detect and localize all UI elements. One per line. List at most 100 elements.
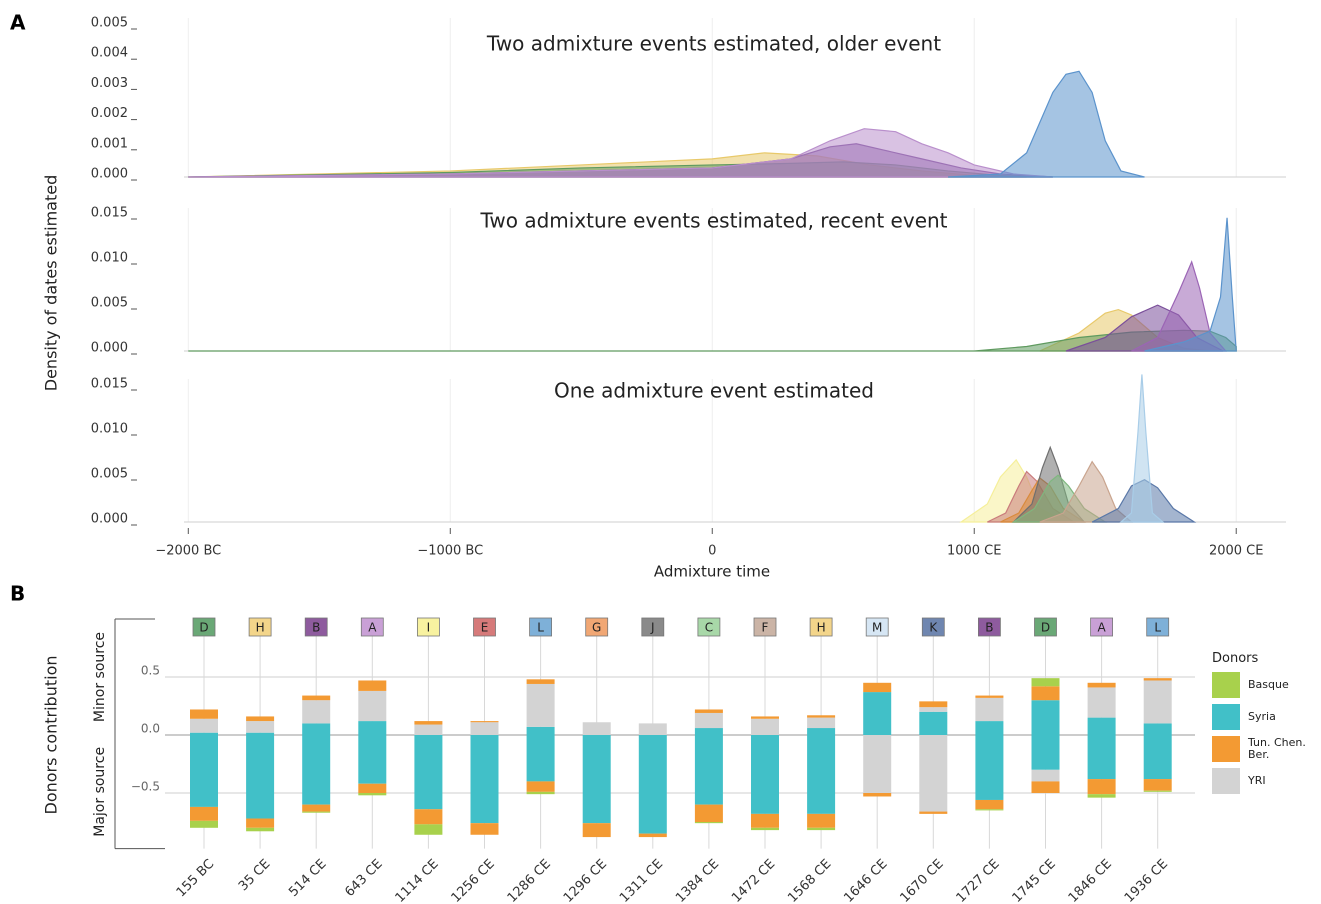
donor-box — [192, 617, 216, 637]
donor-box — [304, 617, 328, 637]
bar-segment — [807, 728, 836, 735]
bar-segment — [414, 721, 443, 725]
panel-label: B — [10, 582, 25, 606]
bar-segment — [526, 791, 555, 795]
bar-segment — [919, 735, 948, 812]
y-tick-label: 0.000 — [91, 167, 128, 182]
donor-label: G — [592, 621, 601, 635]
y-axis-label: Donors contribution — [42, 655, 61, 814]
donor-label: I — [427, 621, 431, 635]
x-axis-label: Admixture time — [654, 563, 770, 581]
donor-box — [529, 617, 552, 637]
donor-box — [360, 617, 384, 637]
bar-segment — [526, 735, 555, 782]
legend-entry: Tun. Chen. Ber. — [1212, 736, 1312, 762]
density-curve — [948, 70, 1145, 178]
bar-segment — [1087, 779, 1116, 795]
y-tick-label: 0.004 — [91, 46, 128, 61]
bar-segment — [246, 735, 275, 819]
donor-box — [753, 617, 777, 637]
donor-label: L — [537, 621, 544, 635]
x-tick-label: 1568 CE — [785, 857, 834, 904]
bar-segment — [246, 732, 275, 735]
bar-segment — [302, 723, 331, 735]
y-axis-label-upper: Minor source — [92, 632, 108, 722]
bar-segment — [358, 680, 387, 691]
bar-segment — [1087, 717, 1116, 735]
donor-label: A — [368, 621, 377, 635]
y-tick-label: 0.002 — [91, 106, 128, 121]
density-curve — [188, 128, 1053, 178]
donor-label: L — [1154, 621, 1161, 635]
y-axis-label-lower: Major source — [92, 747, 108, 837]
bar-segment — [358, 735, 387, 784]
bar-segment — [863, 682, 892, 693]
bar-segment — [582, 735, 611, 824]
bar-segment — [470, 823, 499, 835]
bar-segment — [863, 692, 892, 735]
bar-segment — [1031, 769, 1060, 782]
bar-segment — [751, 735, 779, 814]
x-tick-label: 155 BC — [174, 857, 218, 901]
x-tick-label: 1472 CE — [729, 857, 778, 904]
subplot-title: Two admixture events estimated, older ev… — [486, 32, 941, 56]
bar-segment — [1143, 735, 1172, 780]
bar-segment — [975, 735, 1004, 800]
bar-segment — [975, 809, 1004, 811]
bar-segment — [807, 827, 836, 831]
bar-segment — [807, 715, 836, 718]
bar-segment — [414, 724, 443, 735]
bar-segment — [919, 707, 948, 712]
bar-segment — [358, 721, 387, 735]
x-tick-label: 1745 CE — [1010, 857, 1059, 904]
x-tick-label: 1296 CE — [561, 857, 610, 904]
x-tick-label: 1936 CE — [1122, 857, 1171, 904]
bar-segment — [694, 712, 723, 729]
donor-box — [1034, 617, 1057, 637]
x-tick-label: 1114 CE — [393, 857, 442, 904]
donor-label: B — [312, 621, 320, 635]
bar-segment — [694, 822, 723, 824]
panel-label: A — [10, 11, 26, 35]
bar-segment — [694, 804, 723, 822]
bar-segment — [1031, 700, 1060, 735]
donor-box — [641, 617, 665, 637]
legend-label: Tun. Chen. Ber. — [1248, 736, 1306, 761]
x-tick-label: −1000 BC — [417, 544, 483, 559]
bar-segment — [470, 735, 499, 824]
legend: Donors Basque Syria Tun. Chen. Ber. YRI — [1212, 651, 1312, 800]
donor-label: K — [929, 621, 938, 635]
y-tick-label: 0.005 — [91, 16, 128, 31]
bar-segment — [526, 679, 555, 684]
subplot-title: One admixture event estimated — [554, 379, 874, 403]
bar-segment — [638, 833, 667, 838]
subplot-title: Two admixture events estimated, recent e… — [479, 209, 947, 233]
bar-segment — [751, 813, 779, 828]
bar-segment — [302, 700, 331, 724]
donor-label: B — [985, 621, 993, 635]
donor-box — [1146, 617, 1170, 637]
donor-box — [585, 617, 609, 637]
x-tick-label: 1727 CE — [954, 857, 1003, 904]
bar-segment — [414, 824, 443, 835]
donor-box — [416, 617, 440, 637]
y-tick-label: 0.015 — [91, 206, 128, 221]
donor-label: E — [481, 621, 489, 635]
x-tick-label: 514 CE — [286, 857, 329, 900]
bar-segment — [975, 799, 1004, 810]
y-tick-label: 0.000 — [91, 512, 128, 527]
legend-label: Syria — [1248, 710, 1276, 723]
bar-segment — [1143, 723, 1172, 735]
bar-segment — [1031, 781, 1060, 793]
bar-segment — [1031, 678, 1060, 687]
bar-segment — [190, 806, 218, 821]
donor-label: A — [1097, 621, 1106, 635]
bar-segment — [190, 820, 218, 828]
donor-label: J — [650, 621, 655, 635]
donor-label: C — [705, 621, 713, 635]
y-tick-label: 0.001 — [91, 136, 128, 151]
y-axis-label: Density of dates estimated — [42, 175, 61, 391]
bar-segment — [190, 732, 218, 735]
